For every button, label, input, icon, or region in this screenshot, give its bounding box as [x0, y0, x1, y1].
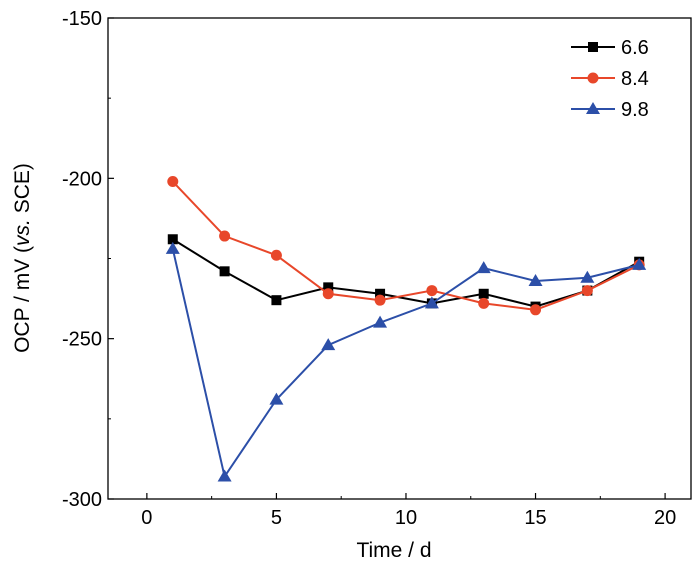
series-6.6 — [167, 234, 645, 312]
data-point — [219, 230, 231, 242]
data-point — [165, 241, 180, 254]
plot-frame — [107, 17, 692, 500]
y-axis-label-italic: vs. — [11, 219, 34, 246]
legend: 6.6 8.4 9.8 — [571, 37, 649, 121]
data-point — [530, 304, 542, 316]
x-tick-label: 10 — [395, 507, 417, 529]
y-axis-label: OCP / mV (vs. SCE) — [11, 163, 34, 353]
legend-entry: 8.4 — [571, 68, 649, 90]
data-point — [632, 257, 647, 270]
x-tick-label: 0 — [141, 507, 152, 529]
data-point — [528, 273, 543, 286]
y-axis-label-prefix: OCP / mV ( — [11, 246, 34, 353]
series-line — [172, 238, 640, 308]
data-point — [476, 261, 491, 274]
data-point — [375, 288, 386, 299]
legend-marker — [587, 72, 599, 84]
series-9.8 — [165, 241, 647, 482]
data-point — [322, 288, 334, 300]
data-point — [581, 285, 593, 297]
legend-marker — [586, 102, 600, 114]
axes: 0 5 10 15 20 -300 -250 -200 -150 — [62, 8, 676, 529]
data-point — [580, 270, 595, 283]
x-tick-label: 5 — [271, 507, 282, 529]
plot-marks — [165, 176, 647, 482]
x-tick-label: 15 — [524, 507, 546, 529]
y-tick-label: -200 — [62, 168, 102, 190]
series-8.4 — [167, 176, 645, 316]
data-point — [167, 234, 178, 245]
data-point — [270, 249, 282, 261]
legend-label: 6.6 — [621, 37, 649, 59]
data-point — [321, 338, 336, 351]
data-point — [167, 176, 179, 188]
y-tick-label: -150 — [62, 8, 102, 30]
data-point — [323, 282, 334, 293]
legend-label: 9.8 — [621, 99, 649, 121]
x-tick-label: 20 — [654, 507, 676, 529]
data-point — [478, 288, 489, 299]
data-point — [219, 266, 230, 277]
legend-label: 8.4 — [621, 68, 649, 90]
series-line — [172, 180, 640, 311]
data-point — [271, 295, 282, 306]
x-axis-label: Time / d — [356, 539, 431, 562]
data-point — [374, 294, 386, 306]
data-point — [478, 297, 490, 309]
legend-marker — [588, 42, 598, 52]
y-tick-label: -250 — [62, 329, 102, 351]
data-point — [373, 315, 388, 328]
legend-entry: 9.8 — [571, 99, 649, 121]
legend-entry: 6.6 — [571, 37, 649, 59]
y-axis-label-suffix: SCE) — [11, 163, 34, 219]
y-tick-label: -300 — [62, 489, 102, 511]
data-point — [424, 296, 439, 309]
series-line — [171, 248, 640, 480]
data-point — [269, 392, 284, 405]
data-point — [217, 469, 232, 482]
data-point — [426, 285, 438, 297]
